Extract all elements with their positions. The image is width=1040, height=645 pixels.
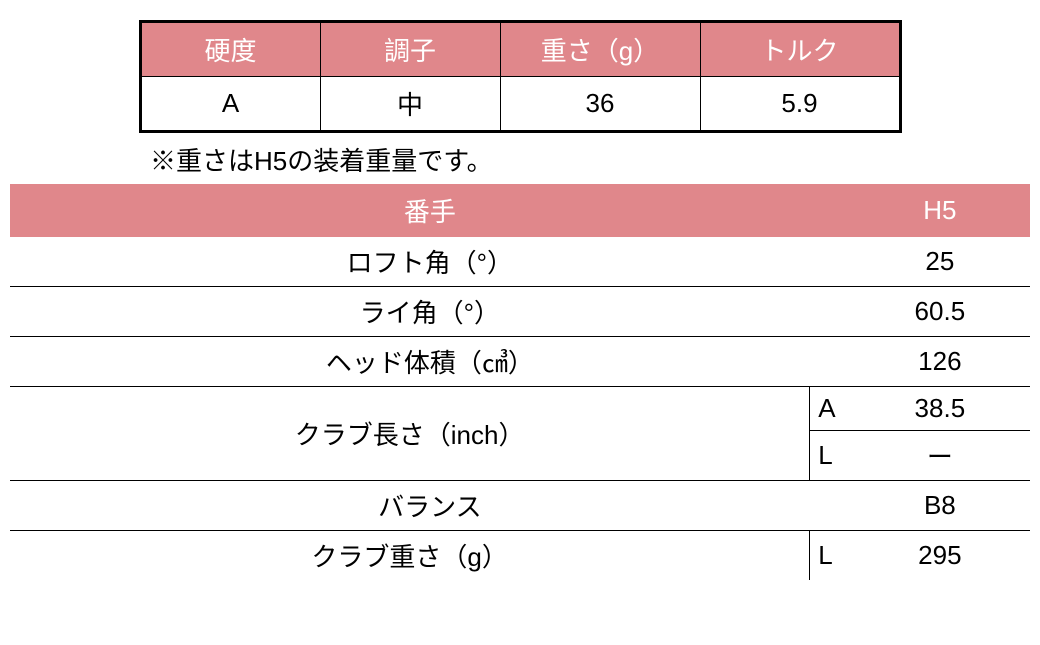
th-torque: トルク [700, 22, 900, 77]
value-club-weight: 295 [850, 531, 1030, 581]
value-loft: 25 [850, 237, 1030, 287]
td-hardness: A [140, 77, 320, 132]
value-length-l: ー [850, 431, 1030, 481]
value-length-a: 38.5 [850, 387, 1030, 431]
value-head-volume: 126 [850, 337, 1030, 387]
th-h5: H5 [850, 184, 1030, 237]
th-kickpoint: 調子 [320, 22, 500, 77]
label-club-length: クラブ長さ（inch） [10, 387, 810, 481]
weight-note: ※重さはH5の装着重量です。 [150, 141, 1030, 178]
th-number: 番手 [10, 184, 850, 237]
th-hardness: 硬度 [140, 22, 320, 77]
label-loft: ロフト角（°） [10, 237, 850, 287]
label-club-weight: クラブ重さ（g） [10, 531, 810, 581]
label-head-volume: ヘッド体積（㎤） [10, 337, 850, 387]
td-torque: 5.9 [700, 77, 900, 132]
label-balance: バランス [10, 481, 850, 531]
value-lie: 60.5 [850, 287, 1030, 337]
label-lie: ライ角（°） [10, 287, 850, 337]
th-weight: 重さ（g） [500, 22, 700, 77]
sub-weight-l: L [810, 531, 850, 581]
sub-length-l: L [810, 431, 850, 481]
value-balance: B8 [850, 481, 1030, 531]
sub-length-a: A [810, 387, 850, 431]
td-kickpoint: 中 [320, 77, 500, 132]
td-weight: 36 [500, 77, 700, 132]
shaft-spec-table: 硬度 調子 重さ（g） トルク A 中 36 5.9 [139, 20, 902, 133]
club-spec-table: 番手 H5 ロフト角（°） 25 ライ角（°） 60.5 ヘッド体積（㎤） 12… [10, 184, 1030, 580]
